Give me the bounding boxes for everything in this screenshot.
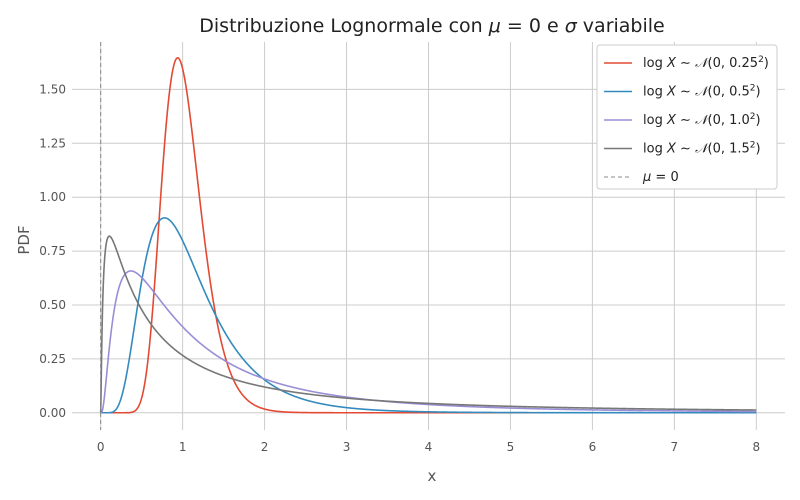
y-tick-label: 0.50 xyxy=(39,298,66,312)
legend-label: log X ∼ 𝒩(0, 0.52) xyxy=(643,84,761,100)
series-line-sigma-0-5 xyxy=(100,217,757,414)
legend-box xyxy=(596,44,778,190)
legend: log X ∼ 𝒩(0, 0.252) log X ∼ 𝒩(0, 0.52) log… xyxy=(596,44,778,190)
y-tick-label: 1.50 xyxy=(39,82,66,96)
y-axis-label: PDF xyxy=(15,225,33,254)
y-tick-label: 0.75 xyxy=(39,244,66,258)
x-tick-label: 3 xyxy=(343,440,351,454)
y-tick-label: 0.25 xyxy=(39,352,66,366)
legend-label: log X ∼ 𝒩(0, 1.52) xyxy=(643,141,761,157)
x-tick-label: 4 xyxy=(425,440,433,454)
series-lines xyxy=(99,42,757,430)
legend-label: log X ∼ 𝒩(0, 1.02) xyxy=(643,112,761,128)
x-tick-label: 7 xyxy=(671,440,679,454)
legend-label: log X ∼ 𝒩(0, 0.252) xyxy=(643,55,769,71)
y-tick-label: 0.00 xyxy=(39,406,66,420)
y-tick-label: 1.25 xyxy=(39,136,66,150)
series-line-sigma-1-5 xyxy=(99,235,757,413)
x-tick-label: 6 xyxy=(589,440,597,454)
x-tick-label: 2 xyxy=(261,440,269,454)
x-tick-label: 5 xyxy=(507,440,515,454)
x-axis-label: x xyxy=(428,467,437,485)
tick-labels: 0 1 2 3 4 5 6 7 8 0.00 0.25 0.50 0.75 1.00 1.25 1.50 xyxy=(39,82,760,454)
x-tick-label: 8 xyxy=(752,440,760,454)
x-tick-label: 1 xyxy=(179,440,187,454)
x-tick-label: 0 xyxy=(97,440,105,454)
legend-label: μ = 0 xyxy=(642,170,679,185)
chart-title: Distribuzione Lognormale con μ = 0 e σ v… xyxy=(199,15,664,37)
series-line-sigma-1-0 xyxy=(100,270,757,414)
y-tick-label: 1.00 xyxy=(39,190,66,204)
